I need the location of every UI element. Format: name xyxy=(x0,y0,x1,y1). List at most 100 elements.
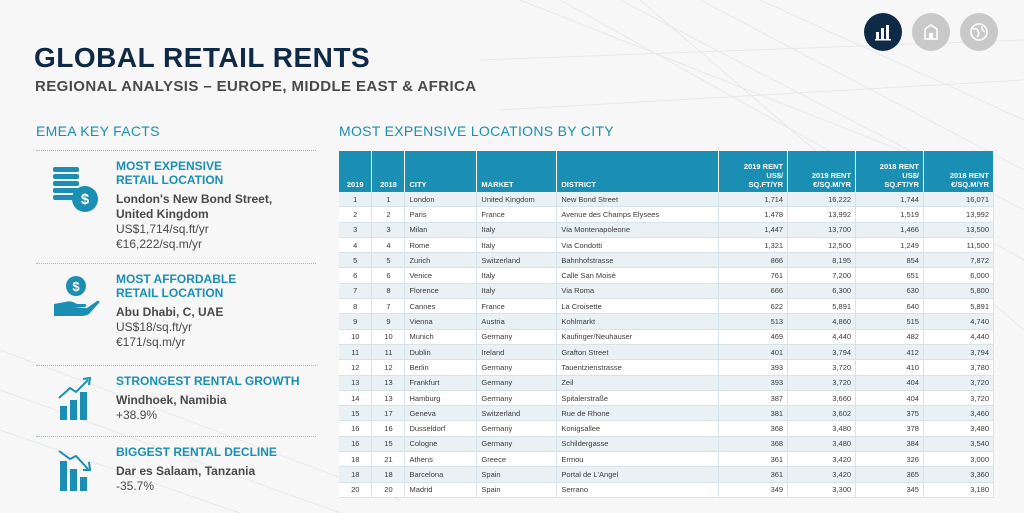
cell-district: La Croisette xyxy=(556,298,720,315)
cell-city: Vienna xyxy=(404,313,478,330)
cell-rent-2018-usd: 410 xyxy=(855,359,924,376)
bar-chart-icon[interactable] xyxy=(864,13,902,51)
cell-rent-2019-usd: 761 xyxy=(718,267,789,284)
cell-market: Germany xyxy=(476,359,558,376)
cell-rent-2019-usd: 469 xyxy=(718,329,789,345)
cell-rank-2018: 15 xyxy=(371,436,406,453)
cell-city: Madrid xyxy=(404,482,478,498)
cell-rank-2019: 16 xyxy=(339,420,373,437)
cell-market: Austria xyxy=(476,313,558,330)
cell-rent-2019-usd: 1,714 xyxy=(718,192,789,208)
cell-rent-2019-usd: 1,478 xyxy=(718,206,789,223)
column-header: 2019 RENT €/SQ.M/YR xyxy=(787,151,857,192)
cell-city: Cologne xyxy=(404,436,478,453)
fact-title: BIGGEST RENTAL DECLINE xyxy=(116,445,277,459)
cell-rank-2019: 13 xyxy=(339,375,373,391)
cell-city: Frankfurt xyxy=(404,375,478,391)
cell-rent-2019-eur: 3,794 xyxy=(787,344,857,361)
cell-rank-2019: 8 xyxy=(339,298,373,315)
cell-rank-2019: 1 xyxy=(339,192,373,208)
cell-rent-2018-usd: 1,519 xyxy=(855,206,924,223)
cell-city: Rome xyxy=(404,237,478,254)
cell-city: Dusseldorf xyxy=(404,420,478,437)
cell-city: Florence xyxy=(404,283,478,300)
fact-value: +38.9% xyxy=(116,408,158,422)
cell-rank-2019: 12 xyxy=(339,359,373,376)
cell-rank-2019: 4 xyxy=(339,237,373,254)
cell-rent-2019-usd: 381 xyxy=(718,405,789,422)
cell-rent-2018-usd: 515 xyxy=(855,313,924,330)
fact-title: STRONGEST RENTAL GROWTH xyxy=(116,374,300,388)
fact-place: Windhoek, Namibia xyxy=(116,393,227,407)
cell-rank-2018: 2 xyxy=(371,206,406,223)
cell-rent-2018-usd: 482 xyxy=(855,329,924,345)
cell-city: Berlin xyxy=(404,359,478,376)
cell-rank-2018: 5 xyxy=(371,252,406,269)
fact-title: MOST AFFORDABLE xyxy=(116,272,237,286)
cell-rank-2018: 13 xyxy=(371,390,406,407)
cell-district: Grafton Street xyxy=(556,344,720,361)
cell-rent-2018-usd: 1,249 xyxy=(855,237,924,254)
table-row: 16 16 Dusseldorf Germany Konigsallee 368 3,480… xyxy=(339,420,995,437)
rent-table: 2019 2018 CITY MARKET DISTRICT 2019 RENT US$/S… xyxy=(339,151,995,498)
table-row: 18 18 Barcelona Spain Portal de L'Angel 361 3,… xyxy=(339,466,995,483)
cell-rent-2019-usd: 401 xyxy=(718,344,789,361)
cell-rent-2019-eur: 3,480 xyxy=(787,436,857,453)
rent-table-container: 2019 2018 CITY MARKET DISTRICT 2019 RENT US$/S… xyxy=(339,151,995,498)
cell-city: Barcelona xyxy=(404,466,478,483)
cell-rent-2018-eur: 3,720 xyxy=(923,375,995,391)
cell-rank-2019: 15 xyxy=(339,405,373,422)
fact-place: United Kingdom xyxy=(116,207,209,221)
cell-city: Cannes xyxy=(404,298,478,315)
cell-rank-2019: 18 xyxy=(339,451,373,468)
cell-market: Germany xyxy=(476,375,558,391)
fact-strongest-growth: STRONGEST RENTAL GROWTH Windhoek, Namibi… xyxy=(36,365,316,436)
key-facts-heading: EMEA KEY FACTS xyxy=(36,123,160,139)
cell-rent-2019-eur: 8,195 xyxy=(787,252,857,269)
key-facts-panel: $ MOST EXPENSIVE RETAIL LOCATION London'… xyxy=(36,150,316,507)
cell-rent-2018-eur: 3,720 xyxy=(923,390,995,407)
building-icon[interactable] xyxy=(912,13,950,51)
table-row: 14 13 Hamburg Germany Spitalerstraße 387 3,660… xyxy=(339,390,995,407)
table-row: 13 13 Frankfurt Germany Zeil 393 3,720 404 3,720 xyxy=(339,375,995,391)
cell-rent-2019-usd: 513 xyxy=(718,313,789,330)
page-subtitle: REGIONAL ANALYSIS – EUROPE, MIDDLE EAST … xyxy=(35,78,477,95)
cell-rent-2018-eur: 7,872 xyxy=(923,252,995,269)
fact-place: Dar es Salaam, Tanzania xyxy=(116,464,256,478)
cell-market: Italy xyxy=(476,267,558,284)
cell-district: Avenue des Champs Elysees xyxy=(556,206,720,223)
cell-rent-2019-usd: 368 xyxy=(718,420,789,437)
cell-district: Kohlmarkt xyxy=(556,313,720,330)
cell-city: London xyxy=(404,192,478,208)
cell-rent-2019-usd: 387 xyxy=(718,390,789,407)
cell-district: Via Roma xyxy=(556,283,720,300)
cell-city: Geneva xyxy=(404,405,478,422)
cell-rent-2019-usd: 361 xyxy=(718,466,789,483)
column-header: 2019 RENT US$/SQ.FT/YR xyxy=(718,151,789,192)
cell-rank-2019: 2 xyxy=(339,206,373,223)
cell-rent-2018-usd: 854 xyxy=(855,252,924,269)
cell-rank-2018: 8 xyxy=(371,283,406,300)
cell-district: Rue de Rhone xyxy=(556,405,720,422)
cell-district: Spitalerstraße xyxy=(556,390,720,407)
cell-rank-2019: 14 xyxy=(339,390,373,407)
fact-value: US$1,714/sq.ft/yr xyxy=(116,222,209,236)
cell-rent-2019-usd: 622 xyxy=(718,298,789,315)
cell-rent-2018-eur: 13,500 xyxy=(923,222,995,238)
cell-market: Spain xyxy=(476,482,558,498)
column-header: 2018 xyxy=(371,151,406,192)
table-row: 11 11 Dublin Ireland Grafton Street 401 3,794 4… xyxy=(339,344,995,361)
cell-rent-2019-eur: 4,440 xyxy=(787,329,857,345)
cell-city: Milan xyxy=(404,222,478,238)
cell-rent-2018-usd: 404 xyxy=(855,375,924,391)
cell-district: Schildergasse xyxy=(556,436,720,453)
table-header-row: 2019 2018 CITY MARKET DISTRICT 2019 RENT US$/S… xyxy=(339,151,995,192)
table-row: 20 20 Madrid Spain Serrano 349 3,300 345 3,180 xyxy=(339,482,995,498)
table-body: 1 1 London United Kingdom New Bond Street 1,7… xyxy=(339,192,995,498)
cell-rank-2018: 7 xyxy=(371,298,406,315)
page-title: GLOBAL RETAIL RENTS xyxy=(34,42,371,73)
column-header: 2018 RENT €/SQ.M/YR xyxy=(923,151,995,192)
globe-icon[interactable] xyxy=(960,13,998,51)
cell-district: Serrano xyxy=(556,482,720,498)
cell-rent-2018-eur: 3,000 xyxy=(923,451,995,468)
